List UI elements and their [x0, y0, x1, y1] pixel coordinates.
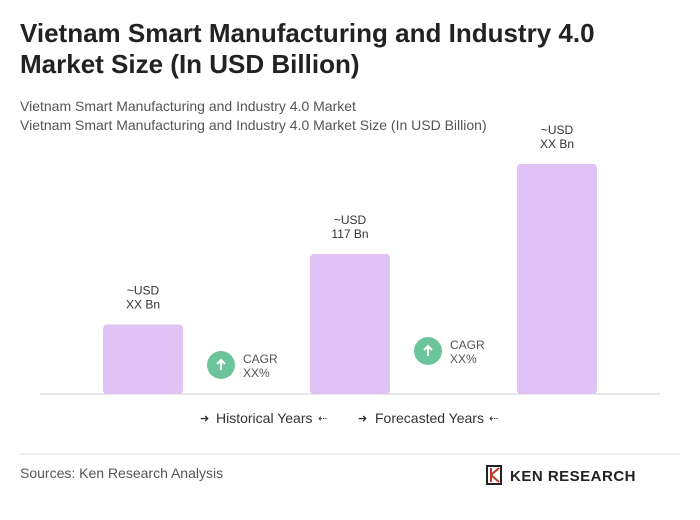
cagr-arrow — [216, 358, 226, 370]
logo-icon — [486, 465, 502, 485]
logo-icon — [490, 467, 500, 483]
bar — [517, 164, 597, 394]
logo-text: KEN RESEARCH — [510, 468, 636, 485]
value-label: ~USD XX Bn — [126, 284, 160, 312]
value-label: ~USD XX Bn — [540, 123, 574, 151]
legend-arrow: ⇠ — [489, 413, 498, 425]
value-label: ~USD 117 Bn — [331, 213, 368, 241]
legend-label: Historical Years — [216, 410, 313, 426]
cagr-arrow — [423, 344, 433, 356]
logo: KEN RESEARCH — [486, 465, 636, 485]
legend-arrow: ⇠ — [318, 413, 327, 425]
legend-arrow: ➜ — [358, 413, 367, 425]
subtitle: Vietnam Smart Manufacturing and Industry… — [20, 117, 487, 133]
source: Sources: Ken Research Analysis — [20, 465, 223, 481]
legend-arrow: ➜ — [200, 413, 209, 425]
cagr-label: CAGR XX% — [450, 338, 485, 366]
cagr-label: CAGR XX% — [243, 352, 278, 380]
bar — [310, 253, 390, 394]
legend-label: Forecasted Years — [375, 410, 484, 426]
subtitle: Vietnam Smart Manufacturing and Industry… — [20, 98, 356, 114]
chart-title: Vietnam Smart Manufacturing and Industry… — [20, 18, 595, 79]
bar — [103, 324, 183, 394]
